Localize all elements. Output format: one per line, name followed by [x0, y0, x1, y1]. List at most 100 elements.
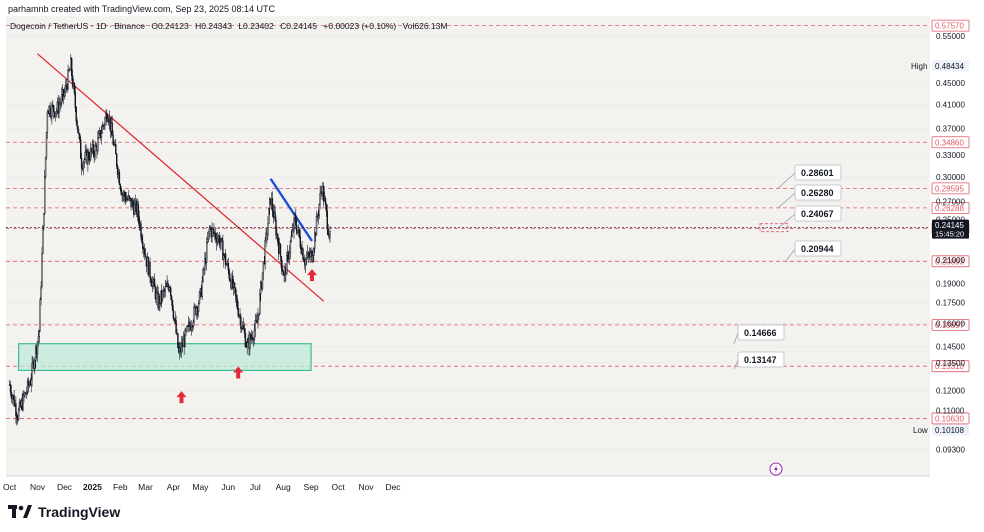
- price-axis[interactable]: 0.55000 0.45000 0.41000 0.37000 0.33000 0.300…: [936, 32, 965, 454]
- candle-body: [324, 198, 327, 205]
- candle-body: [244, 332, 247, 347]
- level-tag: [931, 255, 970, 268]
- legend-volume: Vol626.13M: [402, 21, 448, 31]
- candle-body: [237, 307, 239, 317]
- candle-body: [280, 256, 283, 269]
- candle-body: [83, 159, 85, 164]
- breakout-trendline[interactable]: [269, 178, 313, 242]
- callout-value: 0.14666: [744, 328, 777, 338]
- callout-box[interactable]: [794, 205, 842, 222]
- candle-body: [191, 326, 194, 328]
- callout-value: 0.26280: [801, 188, 834, 198]
- annotations[interactable]: 0.28601 0.26280 0.24067 0.20944 0.14666 0.131…: [733, 164, 842, 370]
- level-tag: [931, 318, 970, 331]
- candle-body: [204, 258, 206, 270]
- candle-body: [65, 85, 67, 87]
- candle-body: [74, 92, 76, 108]
- callout-box[interactable]: [794, 184, 842, 201]
- candle-body: [58, 104, 60, 114]
- candle-body: [315, 215, 318, 236]
- candle-body: [225, 264, 228, 266]
- candle-body: [224, 253, 227, 265]
- high-label: High: [911, 62, 927, 71]
- candle-body: [61, 94, 63, 103]
- time-axis-label: Nov: [30, 482, 46, 492]
- price-axis-tick: 0.12000: [936, 386, 965, 395]
- candle-body: [323, 185, 325, 202]
- candle-body: [89, 148, 92, 161]
- candle-body: [153, 278, 156, 288]
- candle-body: [198, 292, 201, 304]
- candle-body: [15, 403, 17, 416]
- candle-body: [246, 342, 248, 347]
- price-highlight-box: [759, 223, 789, 233]
- candle-body: [197, 303, 200, 312]
- candle-body: [215, 233, 217, 240]
- candle-body: [71, 58, 73, 76]
- descending-trendline[interactable]: [37, 53, 325, 302]
- candle-body: [115, 144, 117, 155]
- candle-body: [116, 153, 118, 167]
- candle-body: [177, 333, 179, 348]
- level-tag: [931, 182, 970, 195]
- low-value: 0.10108: [935, 426, 964, 435]
- created-by-caption: parhamnb created with TradingView.com, S…: [8, 4, 275, 14]
- candle-body: [305, 257, 308, 260]
- price-axis-tick: 0.11000: [936, 407, 965, 416]
- candle-body: [112, 134, 114, 145]
- callout-box[interactable]: [737, 324, 785, 341]
- candle-body: [106, 113, 108, 122]
- time-axis-label: Apr: [167, 482, 180, 492]
- candle-body: [249, 334, 251, 349]
- candle-body: [78, 132, 80, 135]
- support-resistance-levels: 0.575700.348600.285950.262880.240820.208…: [6, 19, 970, 425]
- up-arrow-icon: [233, 366, 244, 379]
- callout-leader: [733, 332, 739, 344]
- candle-body: [125, 198, 128, 202]
- candle-body: [252, 339, 255, 341]
- support-zone[interactable]: [18, 343, 312, 372]
- time-axis[interactable]: Oct Nov Dec 2025 Feb Mar Apr May Jun Jul Aug Sep Oct…: [3, 475, 930, 492]
- candle-body: [80, 158, 83, 169]
- candle-body: [261, 272, 264, 289]
- candle-body: [42, 225, 44, 254]
- candle-body: [208, 227, 211, 232]
- candle-body: [143, 248, 145, 250]
- current-price-tag[interactable]: [932, 219, 969, 239]
- candle-body: [313, 248, 315, 256]
- candle-body: [207, 231, 210, 240]
- candle-body: [184, 329, 186, 348]
- legend-symbol: Dogecoin / TetherUS · 1D · Binance: [10, 21, 145, 31]
- candle-body: [325, 203, 328, 212]
- candle-body: [227, 262, 230, 271]
- candle-body: [314, 232, 316, 249]
- candle-body: [277, 233, 279, 243]
- candle-body: [118, 171, 121, 185]
- price-axis-tick: 0.21000: [936, 256, 965, 265]
- plot-area[interactable]: [6, 16, 930, 476]
- time-axis-label: Jun: [221, 482, 235, 492]
- candle-body: [279, 243, 282, 257]
- legend-change: +0.00023 (+0.10%): [323, 21, 397, 31]
- tradingview-brand[interactable]: TradingView: [8, 504, 120, 520]
- candle-body: [9, 384, 12, 393]
- candle-body: [69, 69, 71, 72]
- level-tag: [931, 202, 970, 214]
- callout-box[interactable]: [737, 351, 785, 368]
- support-zone-box[interactable]: [18, 343, 312, 372]
- candle-body: [116, 166, 119, 175]
- level-tag-label: 0.15897: [935, 321, 964, 330]
- candle-body: [98, 133, 100, 139]
- time-axis-label: Oct: [331, 482, 345, 492]
- candle-body: [142, 241, 144, 249]
- trendlines[interactable]: [37, 53, 325, 302]
- up-arrow-icon: [307, 269, 317, 282]
- candle-body: [326, 210, 329, 230]
- callout-box[interactable]: [794, 240, 842, 257]
- candle-body: [212, 228, 214, 230]
- price-axis-tick: 0.14500: [936, 342, 965, 351]
- callout-box[interactable]: [794, 164, 842, 181]
- candle-body: [63, 92, 66, 97]
- candle-body: [43, 213, 45, 227]
- candle-body: [229, 277, 231, 282]
